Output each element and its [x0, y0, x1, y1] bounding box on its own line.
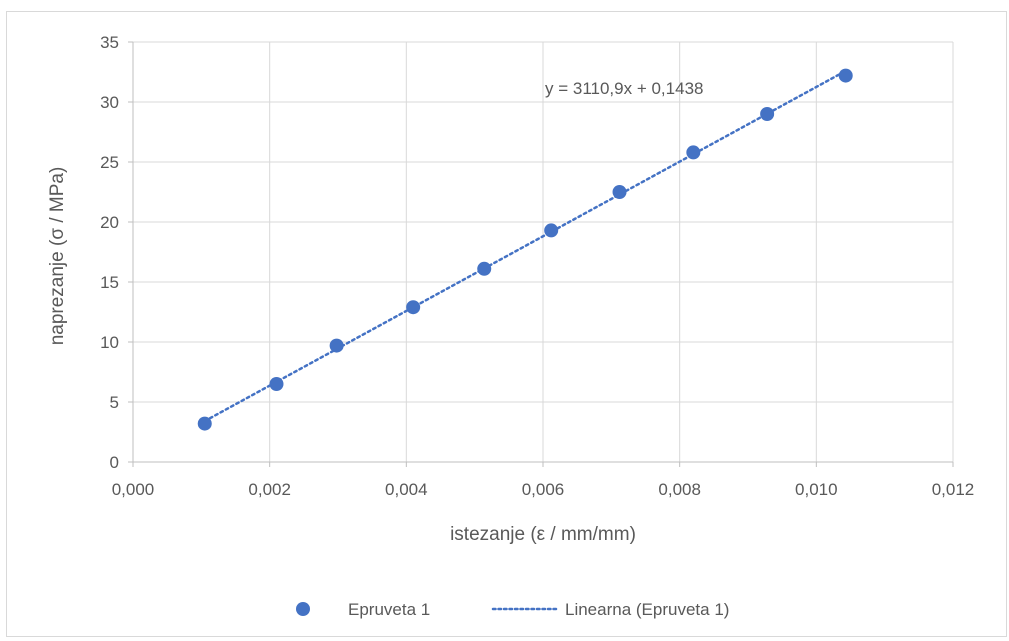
y-tick-label: 5: [110, 393, 119, 412]
data-point: [686, 145, 701, 160]
x-tick-label: 0,004: [385, 480, 428, 499]
x-axis-title: istezanje (ε / mm/mm): [450, 524, 636, 545]
axes: [128, 41, 954, 467]
data-point: [477, 261, 492, 276]
gridlines: [133, 41, 954, 462]
trendline-layer: [203, 69, 847, 423]
x-tick-label: 0,000: [112, 480, 155, 499]
y-tick-label: 15: [100, 273, 119, 292]
data-point: [760, 107, 775, 121]
y-axis-title: naprezanje (σ / MPa): [47, 167, 68, 346]
data-point: [544, 223, 559, 238]
data-points: [197, 68, 853, 431]
x-tick-label: 0,006: [522, 480, 565, 499]
scatter-chart: 0,000 0,002 0,004 0,006 0,008 0,010 0,012 0 5 10 1…: [47, 33, 974, 619]
legend-label-epruveta: Epruveta 1: [348, 600, 430, 619]
x-tick-label: 0,012: [932, 480, 975, 499]
legend-label-trendline: Linearna (Epruveta 1): [565, 600, 729, 619]
legend: Epruveta 1 Linearna (Epruveta 1): [296, 600, 729, 619]
y-tick-label: 20: [100, 213, 119, 232]
data-point: [838, 68, 853, 83]
y-tick-label: 30: [100, 93, 119, 112]
y-tick-label: 10: [100, 333, 119, 352]
trendline: [203, 69, 847, 423]
data-point: [329, 338, 344, 353]
chart-frame: 0,000 0,002 0,004 0,006 0,008 0,010 0,012 0 5 10 1…: [6, 11, 1007, 637]
data-point: [197, 416, 212, 431]
data-point: [269, 377, 284, 391]
y-tick-label: 35: [100, 33, 119, 52]
legend-marker-epruveta: [296, 602, 310, 616]
x-tick-label: 0,010: [795, 480, 838, 499]
data-point: [612, 185, 627, 199]
trendline-equation: y = 3110,9x + 0,1438: [545, 79, 703, 98]
y-tick-label: 25: [100, 153, 119, 172]
tick-labels: 0,000 0,002 0,004 0,006 0,008 0,010 0,012 0 5 10 1…: [100, 33, 974, 499]
y-tick-label: 0: [110, 453, 119, 472]
x-tick-label: 0,002: [248, 480, 291, 499]
data-point: [406, 300, 421, 315]
x-tick-label: 0,008: [658, 480, 701, 499]
